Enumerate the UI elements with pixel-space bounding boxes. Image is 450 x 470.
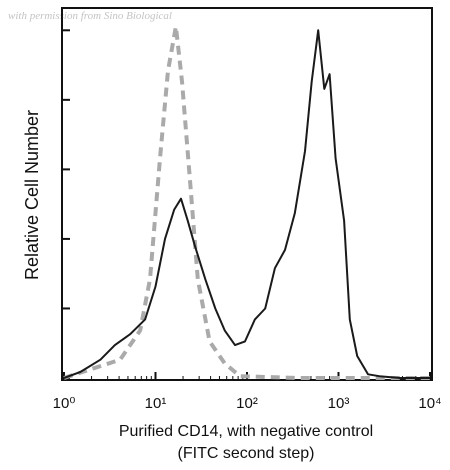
x-tick-label: 10¹: [145, 395, 167, 412]
x-axis-label: Purified CD14, with negative control: [119, 423, 373, 440]
y-axis-label: Relative Cell Number: [22, 110, 42, 280]
histogram-line: [63, 24, 430, 380]
x-tick-label: 10⁴: [418, 395, 441, 412]
histogram-line: [63, 29, 430, 379]
watermark: with permission from Sino Biological: [8, 10, 172, 22]
x-tick-label: 10³: [328, 395, 350, 412]
x-axis-label: (FITC second step): [178, 445, 315, 462]
plot-frame: [61, 7, 433, 381]
x-tick-label: 10²: [236, 395, 258, 412]
x-tick-label: 10⁰: [53, 395, 76, 412]
